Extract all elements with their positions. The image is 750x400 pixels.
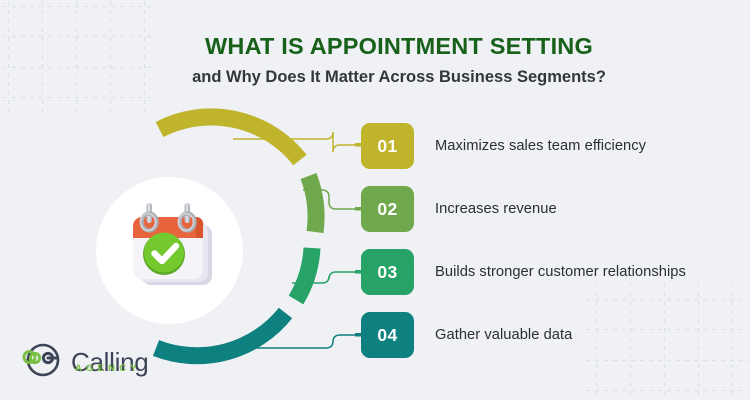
calling-agency-logo-icon (22, 343, 60, 377)
page-subtitle: and Why Does It Matter Across Business S… (192, 68, 606, 87)
page-title: WHAT IS APPOINTMENT SETTING (205, 33, 593, 59)
item-label: Maximizes sales team efficiency (435, 138, 647, 154)
item-label: Increases revenue (435, 201, 557, 217)
item-number-badge: 04 (361, 312, 414, 358)
list-item[interactable]: 03 Builds stronger customer relationship… (361, 249, 686, 295)
arc-segment-02-path (300, 172, 325, 234)
connector-endpoints (355, 143, 361, 337)
header: WHAT IS APPOINTMENT SETTING and Why Does… (0, 32, 750, 88)
arc-segment-04-path (152, 307, 293, 365)
arc-segment-01-path (155, 108, 307, 166)
item-number-badge: 01 (361, 123, 414, 169)
item-number-badge: 02 (361, 186, 414, 232)
list-item[interactable]: 01 Maximizes sales team efficiency (361, 123, 646, 169)
brand-logo[interactable]: Calling AGENCY (22, 341, 149, 383)
list-item[interactable]: 04 Gather valuable data (361, 312, 572, 358)
item-label: Builds stronger customer relationships (435, 264, 686, 280)
arc-segment-03-path (288, 247, 321, 305)
calendar-check-icon (133, 203, 212, 285)
logo-tagline: AGENCY (75, 363, 141, 374)
item-label: Gather valuable data (435, 327, 573, 343)
list-item[interactable]: 02 Increases revenue (361, 186, 557, 232)
calendar-badge-circle (96, 177, 243, 324)
logo-name: Calling (71, 347, 149, 377)
item-number-badge: 03 (361, 249, 414, 295)
grid-decoration-bottom-right (586, 283, 750, 400)
logo-wordmark: Calling AGENCY (71, 347, 149, 377)
